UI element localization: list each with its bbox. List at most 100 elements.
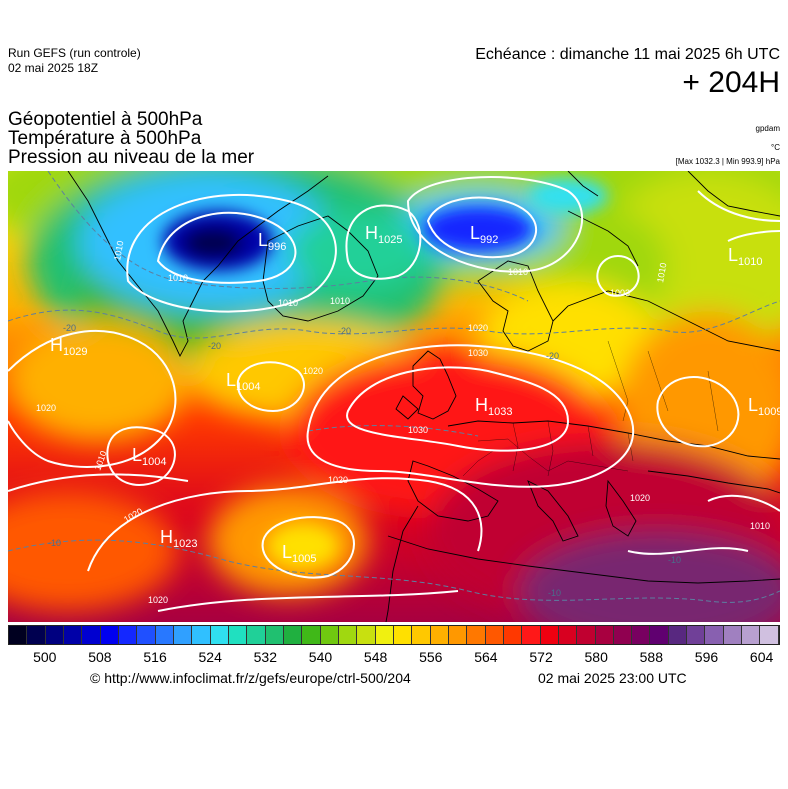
color-scale-tick: 516 — [143, 649, 167, 665]
color-scale-cell — [485, 626, 504, 644]
isobar-label: 1020 — [148, 595, 168, 605]
color-scale-cell — [100, 626, 119, 644]
color-scale-tick: 572 — [529, 649, 553, 665]
pressure-center: H1025 — [365, 223, 402, 246]
isobar-label: 1010 — [750, 521, 770, 531]
isotherm-labels: -20 -20 -20 -20 -10 -10 -10 — [48, 323, 681, 598]
color-scale-cell — [210, 626, 229, 644]
color-scale-cell — [668, 626, 688, 644]
isobar-label: 1010 — [330, 296, 350, 306]
color-scale-tick: 556 — [419, 649, 443, 665]
forecast-valid-time: Echéance : dimanche 11 mai 2025 6h UTC — [475, 46, 780, 63]
color-scale-tick: 564 — [474, 649, 498, 665]
color-scale-cell — [27, 626, 46, 644]
pressure-center: L1005 — [282, 542, 317, 565]
run-info: Run GEFS (run controle) 02 mai 2025 18Z — [8, 46, 141, 76]
run-date: 02 mai 2025 18Z — [8, 61, 99, 75]
color-scale-tick: 580 — [584, 649, 608, 665]
parameters-legend: Géopotentiel à 500hPa Température à 500h… — [8, 110, 254, 167]
color-scale-cell — [430, 626, 449, 644]
unit-pressure-range: [Max 1032.3 | Min 993.9] hPa — [675, 157, 780, 166]
color-scale-ticks: 500 508 516 524 532 540 548 556 564 572 580 588 596 6… — [8, 649, 780, 667]
pressure-center: 1003 — [610, 288, 630, 298]
color-scale-tick: 540 — [308, 649, 333, 665]
color-scale-cell — [742, 626, 761, 644]
param-geopotential: Géopotentiel à 500hPa — [8, 109, 203, 130]
param-temperature: Température à 500hPa — [8, 128, 202, 149]
isotherm-label: -20 — [63, 323, 76, 333]
color-scale-cell — [393, 626, 413, 644]
color-scale-cell — [192, 626, 211, 644]
isotherm-label: -20 — [546, 351, 559, 361]
color-scale-tick: 524 — [198, 649, 222, 665]
color-scale-cell — [82, 626, 101, 644]
color-scale-cell — [650, 626, 669, 644]
map-canvas: 1010 1010 1010 1010 1010 1010 1020 1020 … — [8, 171, 780, 622]
color-scale-cell — [760, 626, 779, 644]
color-scale-cell — [558, 626, 578, 644]
color-scale-cell — [45, 626, 64, 644]
isobar-label: 1020 — [328, 475, 348, 485]
color-scale-cell — [173, 626, 193, 644]
color-scale-cell — [9, 626, 28, 644]
color-scale-tick: 604 — [749, 649, 774, 665]
color-scale-cell — [338, 626, 358, 644]
color-scale-cell — [595, 626, 614, 644]
pressure-center: L1004 — [132, 445, 167, 468]
coastlines — [67, 171, 780, 622]
source-url: © http://www.infoclimat.fr/z/gefs/europe… — [90, 670, 411, 686]
color-scale-cell — [302, 626, 321, 644]
isobar-label: 1010 — [112, 240, 125, 261]
color-scale-cell — [632, 626, 651, 644]
generation-timestamp: 02 mai 2025 23:00 UTC — [538, 670, 687, 686]
isotherm-label: -20 — [338, 326, 351, 336]
color-scale-cell — [577, 626, 596, 644]
pressure-centers: L996 H1025 L992 L1010 1003 H1029 L1004 L… — [50, 223, 780, 565]
color-scale-tick: 500 — [33, 649, 57, 665]
color-scale-tick: 532 — [253, 649, 278, 665]
pressure-center: H1023 — [160, 527, 197, 550]
color-scale-cell — [723, 626, 743, 644]
pressure-center: H1029 — [50, 335, 87, 358]
isotherm-label: -10 — [668, 555, 681, 565]
color-scale-cell — [228, 626, 248, 644]
color-scale-cell — [320, 626, 339, 644]
unit-geopotential: gpdam — [755, 124, 780, 133]
color-scale-cell — [705, 626, 724, 644]
color-scale-cell — [155, 626, 174, 644]
color-scale-cell — [412, 626, 431, 644]
pressure-center: L1010 — [728, 245, 763, 268]
isotherm-label: -10 — [548, 588, 561, 598]
color-scale-cell — [283, 626, 303, 644]
color-scale — [8, 625, 780, 645]
unit-temperature: °C — [771, 143, 780, 152]
color-scale-cell — [375, 626, 394, 644]
pressure-center: L992 — [470, 223, 498, 246]
color-scale-cell — [448, 626, 468, 644]
color-scale-cell — [63, 626, 83, 644]
isobars — [8, 176, 780, 612]
color-scale-cell — [137, 626, 156, 644]
weather-map: 1010 1010 1010 1010 1010 1010 1020 1020 … — [8, 171, 780, 622]
color-scale-cell — [118, 626, 138, 644]
pressure-center: L1004 — [226, 370, 261, 393]
color-scale-tick: 548 — [363, 649, 388, 665]
geopotential-shading — [8, 171, 780, 622]
color-scale-cell — [467, 626, 486, 644]
color-scale-cell — [265, 626, 284, 644]
isobar-label: 1010 — [278, 298, 298, 308]
isobar-label: 1010 — [508, 267, 528, 277]
isobar-label: 1030 — [468, 348, 488, 358]
isotherms — [8, 171, 780, 603]
isobar-label: 1010 — [168, 273, 188, 283]
color-scale-cell — [613, 626, 633, 644]
isobar-label: 1020 — [303, 366, 323, 376]
color-scale-tick: 596 — [694, 649, 719, 665]
isobar-label: 1020 — [36, 403, 56, 413]
color-scale-cell — [687, 626, 706, 644]
param-pressure: Pression au niveau de la mer — [8, 147, 255, 168]
isobar-labels: 1010 1010 1010 1010 1010 1010 1020 1020 … — [36, 240, 770, 605]
isobar-label: 1020 — [468, 323, 488, 333]
color-scale-cell — [357, 626, 376, 644]
color-scale-cell — [540, 626, 559, 644]
